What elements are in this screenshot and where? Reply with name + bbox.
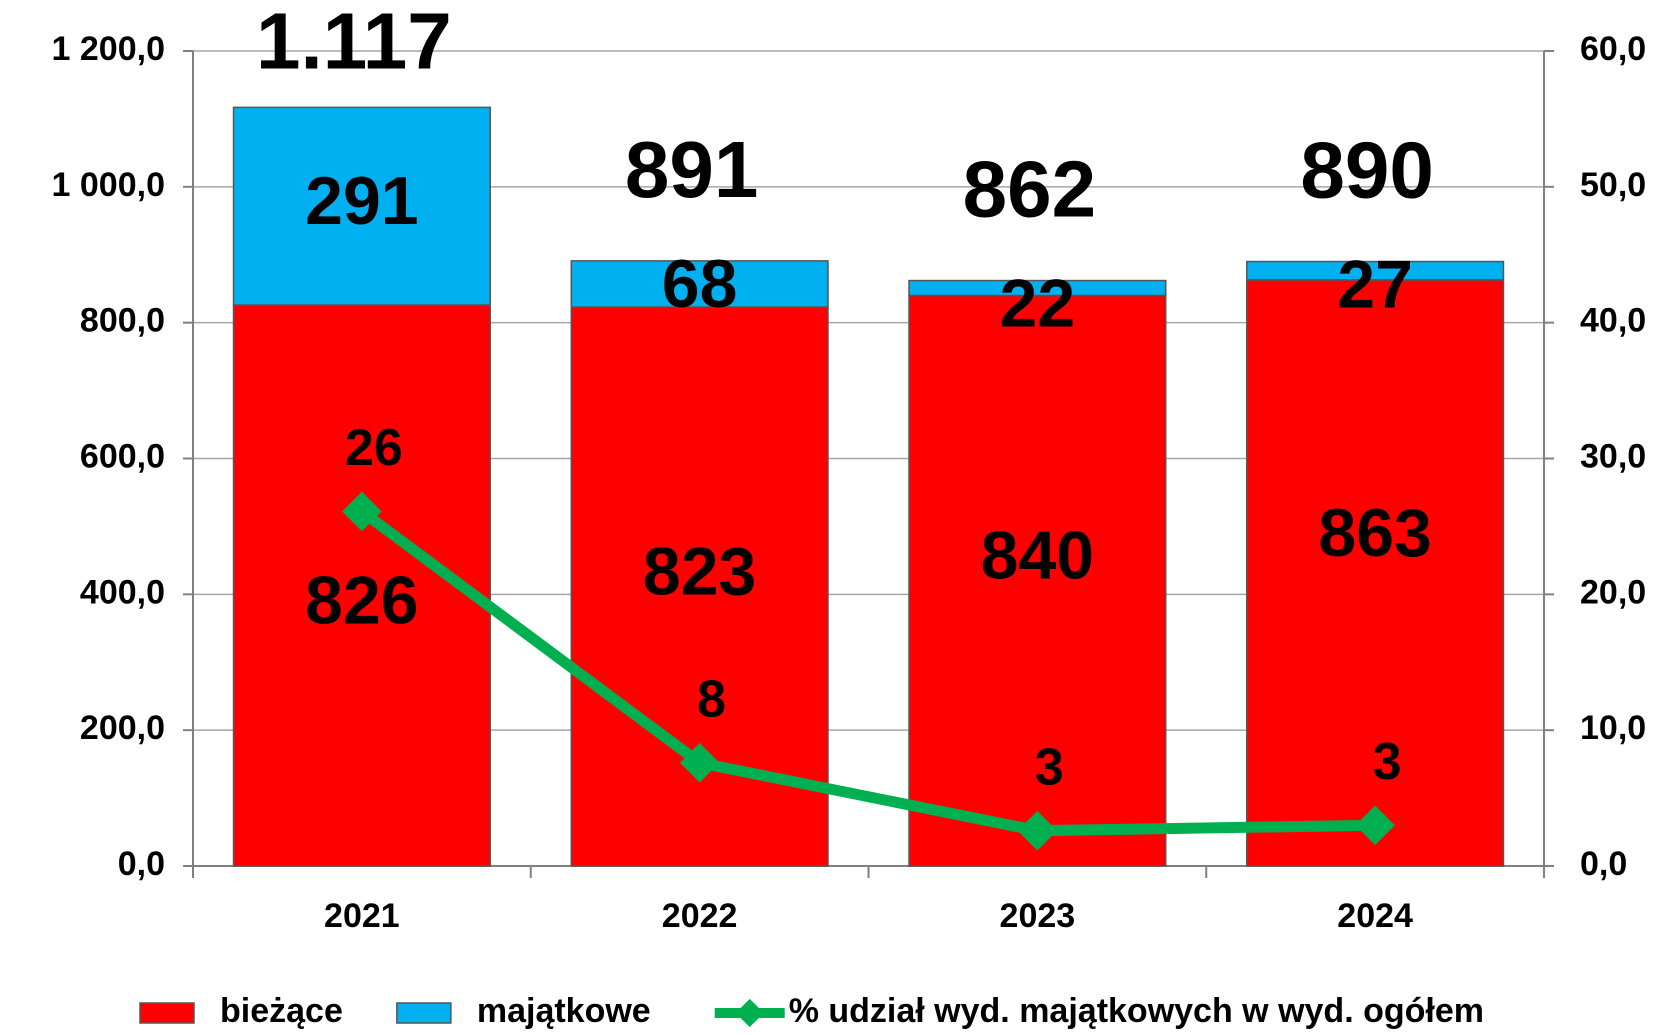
line-series <box>358 507 1376 837</box>
bar-segment <box>1246 279 1505 867</box>
line-marker <box>679 742 720 783</box>
legend-swatch <box>139 1002 195 1024</box>
total-label: 1.117 <box>256 0 452 86</box>
bar-segment <box>908 279 1167 297</box>
line-value-label: 26 <box>345 419 403 477</box>
x-tick-label: 2024 <box>1337 897 1413 935</box>
segment-label: 863 <box>1318 495 1431 571</box>
legend-label: majątkowe <box>477 992 651 1030</box>
legend-label: % udział wyd. majątkowych w wyd. ogółem <box>789 992 1484 1030</box>
segment-label: 826 <box>305 562 418 638</box>
legend-swatch <box>396 1002 452 1024</box>
y-tick-label: 600,0 <box>80 437 165 475</box>
line-value-label: 8 <box>697 671 726 729</box>
bar-segment <box>908 294 1167 867</box>
line-value-label: 3 <box>1373 733 1402 791</box>
y2-tick-label: 0,0 <box>1580 845 1627 883</box>
y-tick-label: 0,0 <box>118 845 165 883</box>
legend-label: bieżące <box>220 992 343 1030</box>
y-tick-label: 400,0 <box>80 573 165 611</box>
bar-segment <box>1246 260 1505 281</box>
total-label: 890 <box>1300 126 1433 215</box>
y-tick-label: 200,0 <box>80 709 165 747</box>
bar-segment <box>232 106 491 306</box>
y2-tick-label: 20,0 <box>1580 573 1646 611</box>
segment-label: 68 <box>662 246 738 322</box>
segment-label: 840 <box>981 518 1094 594</box>
total-label: 862 <box>963 145 1096 234</box>
y2-tick-label: 60,0 <box>1580 30 1646 68</box>
line-marker <box>1355 805 1395 846</box>
total-label: 891 <box>625 125 758 214</box>
y2-tick-label: 40,0 <box>1580 302 1646 340</box>
y2-tick-label: 10,0 <box>1580 709 1646 747</box>
line-marker <box>1017 810 1058 851</box>
line-value-label: 3 <box>1035 738 1064 796</box>
legend-marker <box>735 998 764 1028</box>
y-tick-label: 1 000,0 <box>52 166 165 204</box>
x-tick-label: 2022 <box>662 897 738 935</box>
segment-label: 27 <box>1337 247 1413 323</box>
bar-segment <box>232 304 491 867</box>
segment-label: 22 <box>1000 266 1076 342</box>
y2-tick-label: 50,0 <box>1580 166 1646 204</box>
x-tick-label: 2023 <box>1000 897 1076 935</box>
x-tick-label: 2021 <box>324 897 400 935</box>
y2-tick-label: 30,0 <box>1580 437 1646 475</box>
bar-segment <box>570 260 829 308</box>
y-tick-label: 800,0 <box>80 302 165 340</box>
segment-label: 291 <box>305 163 418 239</box>
y-tick-label: 1 200,0 <box>52 30 165 68</box>
segment-label: 823 <box>643 533 756 609</box>
